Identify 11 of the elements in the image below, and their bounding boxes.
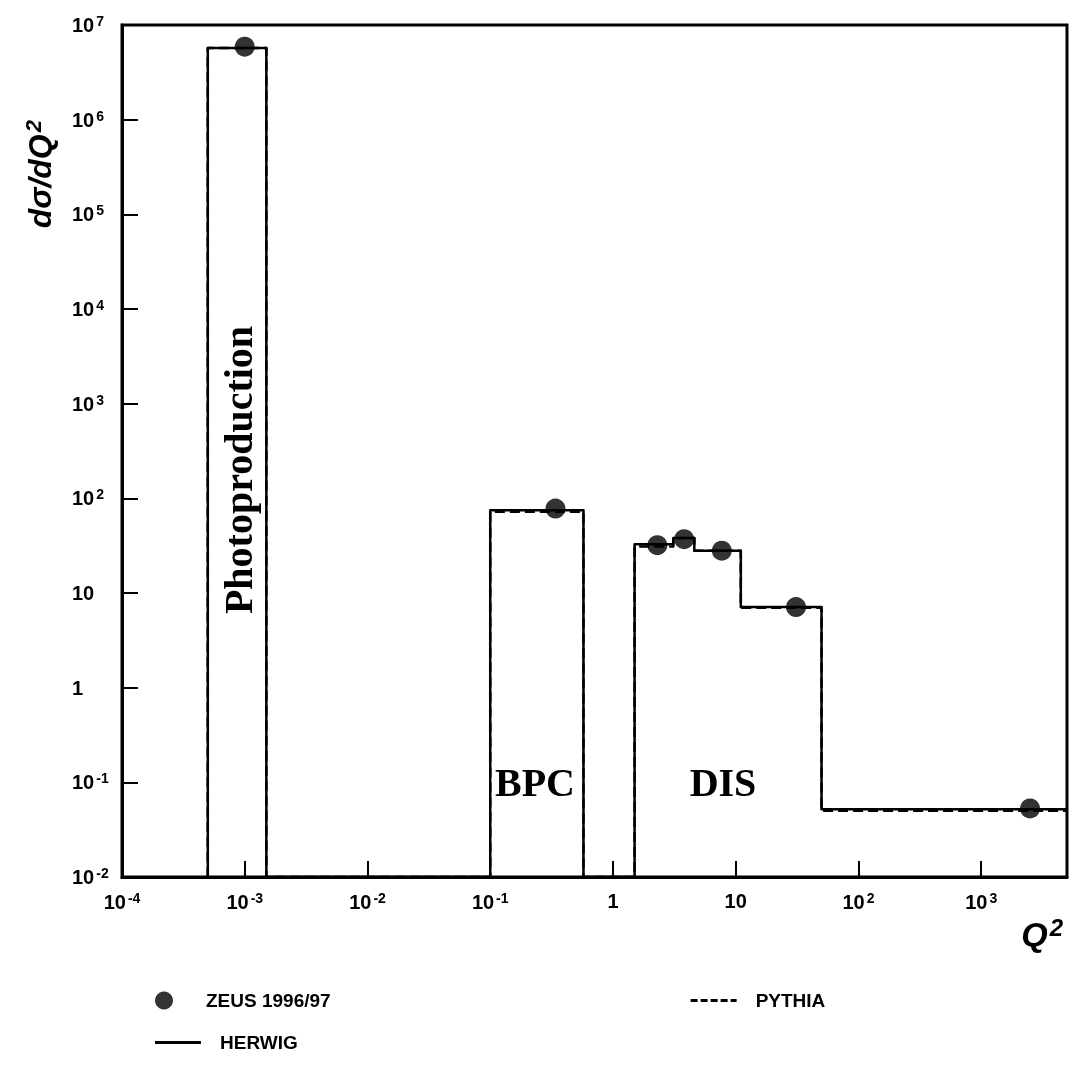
legend-label: ZEUS 1996/97 xyxy=(206,990,331,1011)
annotation: Photoproduction xyxy=(215,325,261,615)
legend-label: PYTHIA xyxy=(755,990,826,1011)
x-tick-label: 1 xyxy=(607,890,619,912)
y-axis-title: dσ/dQ2 xyxy=(20,119,58,229)
x-tick-label: 10 xyxy=(724,890,747,912)
annotation: BPC xyxy=(495,759,575,805)
y-tick-label: 1 xyxy=(72,676,84,699)
legend-label: HERWIG xyxy=(220,1032,298,1053)
annotation: DIS xyxy=(689,759,757,805)
y-tick-label: 10 xyxy=(72,582,95,604)
